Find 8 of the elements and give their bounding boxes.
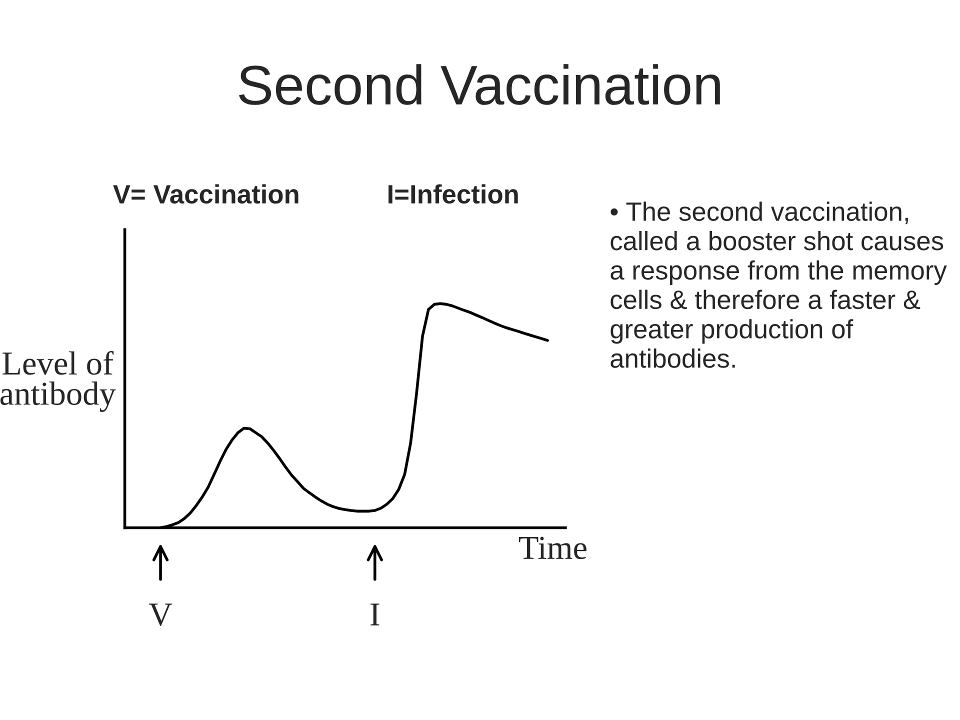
y-axis-title: Level of antibody: [0, 350, 116, 412]
text: V: [148, 604, 172, 626]
text: V= Vaccination: [113, 184, 298, 204]
x-axis-title: Time: [519, 536, 586, 560]
text: I: [370, 604, 380, 626]
text: I=Infection: [388, 184, 518, 204]
text: • The second vaccination, called a booster shot causes a response from the memory cells & therefore a faster & greater production of antibodies.: [610, 202, 947, 368]
chart-title: Second Vaccination: [239, 64, 720, 105]
